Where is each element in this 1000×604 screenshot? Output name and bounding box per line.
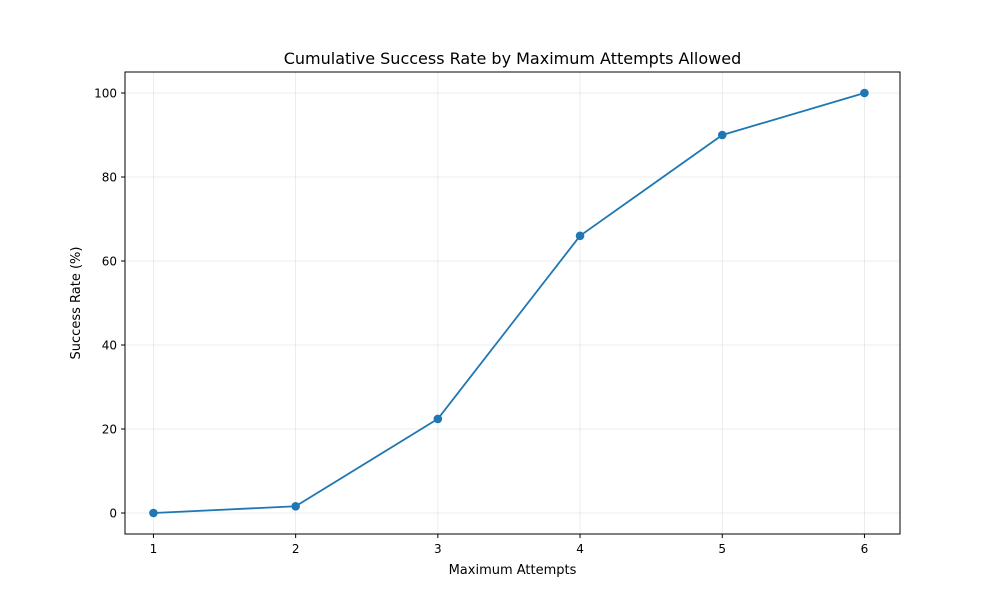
x-tick-label: 5 [718,542,726,556]
data-point [575,231,585,241]
y-tick-label: 60 [102,255,117,269]
x-tick-label: 2 [292,542,300,556]
x-tick-label: 6 [861,542,869,556]
x-tick-label: 1 [150,542,158,556]
series-layer [149,88,869,518]
grid-layer [125,72,900,534]
data-point [860,88,869,98]
data-point [149,508,158,518]
y-axis-label: Success Rate (%) [69,247,84,360]
plot-area-frame [124,71,901,535]
data-point [717,130,727,140]
y-tick-label: 80 [102,171,117,185]
x-tick-label: 4 [576,542,584,556]
x-tick-label: 3 [434,542,442,556]
data-point [433,414,443,424]
y-tick-label: 100 [94,87,117,101]
chart-title: Cumulative Success Rate by Maximum Attem… [284,49,742,68]
y-tick-label: 40 [102,339,117,353]
y-tick-label: 20 [102,423,117,437]
y-tick-label: 0 [109,507,117,521]
data-point [291,501,300,511]
x-axis-label: Maximum Attempts [449,563,577,578]
series-line [153,92,865,514]
